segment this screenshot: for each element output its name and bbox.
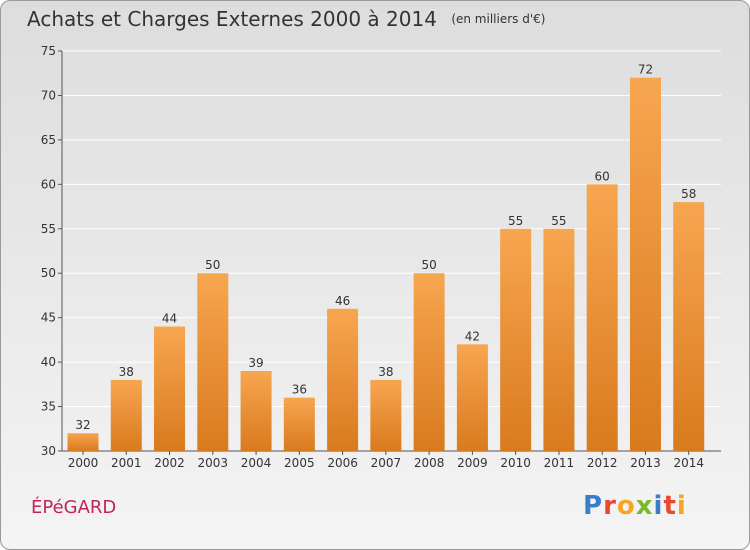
y-tick-label: 70 (41, 88, 56, 102)
y-tick-label: 30 (41, 444, 56, 458)
bar-value-label: 36 (292, 383, 307, 397)
bar (629, 77, 661, 452)
x-tick-label: 2011 (544, 456, 575, 470)
bar (110, 379, 142, 451)
y-tick-label: 75 (41, 44, 56, 58)
x-tick-label: 2002 (154, 456, 185, 470)
y-tick-label: 40 (41, 355, 56, 369)
chart-unit: (en milliers d'€) (451, 12, 546, 26)
y-tick-label: 45 (41, 311, 56, 325)
logo-letter: o (616, 491, 636, 521)
bar-value-label: 60 (595, 169, 610, 183)
chart-title-text: Achats et Charges Externes 2000 à 2014 (27, 7, 437, 31)
bar-value-label: 38 (119, 365, 134, 379)
bar (456, 344, 488, 451)
bar-value-label: 58 (681, 187, 696, 201)
bar-value-label: 42 (465, 329, 480, 343)
x-tick-label: 2005 (284, 456, 315, 470)
bar-value-label: 38 (378, 365, 393, 379)
bar (413, 273, 445, 451)
bar-value-label: 50 (205, 258, 220, 272)
x-tick-label: 2013 (630, 456, 661, 470)
y-tick-label: 50 (41, 266, 56, 280)
bar-value-label: 32 (75, 418, 90, 432)
logo-letter: x (635, 491, 654, 521)
bar-value-label: 55 (551, 214, 566, 228)
x-tick-label: 2006 (327, 456, 358, 470)
bar-value-label: 72 (638, 63, 653, 77)
x-tick-label: 2000 (68, 456, 99, 470)
x-tick-label: 2001 (111, 456, 142, 470)
bar (586, 184, 618, 452)
x-tick-label: 2008 (414, 456, 445, 470)
bar (543, 228, 575, 451)
logo-letter: t (663, 491, 677, 521)
proxiti-logo: Proxiti (583, 491, 687, 521)
bar (67, 433, 99, 451)
y-tick-label: 55 (41, 222, 56, 236)
x-tick-label: 2009 (457, 456, 488, 470)
x-tick-label: 2012 (587, 456, 618, 470)
bar-value-label: 55 (508, 214, 523, 228)
x-tick-label: 2004 (241, 456, 272, 470)
bar (500, 228, 532, 451)
bar (370, 379, 402, 451)
chart-title: Achats et Charges Externes 2000 à 2014 (… (27, 7, 545, 31)
x-tick-label: 2014 (673, 456, 704, 470)
logo-letter: i (676, 491, 687, 521)
bar-value-label: 44 (162, 312, 177, 326)
bar (154, 326, 186, 451)
x-tick-label: 2003 (198, 456, 229, 470)
y-tick-label: 60 (41, 177, 56, 191)
bar (283, 397, 315, 451)
bar (240, 371, 272, 451)
y-tick-label: 65 (41, 133, 56, 147)
commune-name: ÉPéGARD (31, 497, 117, 518)
bar (197, 273, 229, 451)
logo-letter: r (603, 491, 617, 521)
bar-value-label: 39 (248, 356, 263, 370)
bar (673, 202, 705, 451)
bar (327, 308, 359, 451)
logo-letter: P (583, 491, 604, 521)
x-tick-label: 2010 (500, 456, 531, 470)
bar-value-label: 46 (335, 294, 350, 308)
y-tick-label: 35 (41, 400, 56, 414)
x-tick-label: 2007 (371, 456, 402, 470)
bar-value-label: 50 (421, 258, 436, 272)
logo-letter: i (653, 491, 664, 521)
